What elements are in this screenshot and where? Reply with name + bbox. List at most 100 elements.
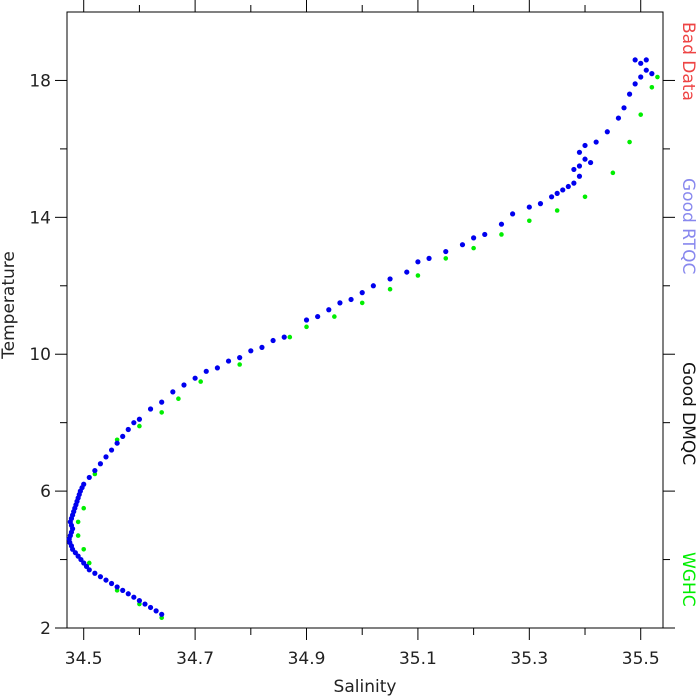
good-rtqc-point: [426, 255, 432, 261]
y-tick-label: 18: [29, 71, 51, 91]
good-rtqc-point: [571, 166, 577, 173]
wghc-point: [159, 410, 164, 415]
wghc-point: [499, 232, 504, 237]
good-rtqc-point: [626, 91, 633, 97]
good-rtqc-point: [582, 142, 588, 149]
wghc-point: [176, 396, 181, 402]
good-rtqc-point: [359, 290, 365, 296]
wghc-point: [443, 256, 449, 261]
good-rtqc-point: [582, 156, 588, 162]
good-rtqc-point: [576, 173, 583, 179]
data-points: [66, 57, 660, 621]
good-rtqc-point: [131, 594, 137, 600]
good-rtqc-point: [638, 74, 644, 80]
good-rtqc-point: [315, 313, 321, 320]
y-tick-label: 2: [40, 619, 51, 639]
good-rtqc-point: [537, 201, 544, 207]
good-rtqc-point: [554, 190, 560, 196]
good-rtqc-point: [370, 283, 376, 289]
good-rtqc-point: [415, 259, 421, 265]
wghc-point: [287, 334, 293, 340]
legend: Bad Data Good RTQC Good DMQC WGHC: [678, 22, 698, 607]
good-rtqc-point: [114, 584, 120, 590]
wghc-point: [554, 208, 560, 213]
good-rtqc-point: [114, 440, 120, 446]
y-tick-label: 14: [29, 208, 51, 228]
good-rtqc-point: [326, 307, 332, 313]
good-rtqc-point: [576, 163, 583, 169]
good-rtqc-point: [471, 235, 477, 241]
x-tick-label: 34.9: [288, 649, 326, 669]
wghc-point: [86, 560, 92, 566]
good-rtqc-point: [248, 348, 254, 354]
x-tick-label: 34.5: [65, 649, 103, 669]
wghc-point: [137, 423, 142, 429]
wghc-point: [415, 273, 421, 278]
wghc-point: [527, 218, 532, 224]
good-rtqc-point: [632, 81, 638, 87]
good-rtqc-point: [621, 105, 627, 111]
good-rtqc-point: [482, 231, 488, 238]
wghc-point: [75, 533, 81, 538]
wghc-point: [75, 519, 81, 525]
good-rtqc-point: [587, 159, 594, 166]
good-rtqc-point: [214, 365, 220, 371]
wghc-point: [237, 362, 242, 367]
good-rtqc-point: [259, 344, 265, 350]
good-rtqc-point: [92, 467, 98, 474]
good-rtqc-point: [97, 574, 104, 580]
good-rtqc-point: [348, 296, 354, 303]
wghc-point: [332, 314, 337, 319]
good-rtqc-point: [136, 598, 143, 604]
good-rtqc-point: [638, 60, 644, 66]
x-tick-label: 35.5: [622, 649, 660, 669]
good-rtqc-point: [86, 474, 92, 481]
good-rtqc-point: [303, 317, 310, 323]
good-rtqc-point: [103, 577, 109, 583]
plot-frame: [66, 11, 664, 629]
good-rtqc-point: [203, 368, 209, 374]
good-rtqc-point: [159, 611, 165, 617]
good-rtqc-point: [153, 608, 159, 614]
good-rtqc-point: [92, 570, 98, 576]
legend-good-dmqc: Good DMQC: [678, 362, 698, 465]
x-tick-label: 34.7: [176, 649, 214, 669]
good-rtqc-point: [337, 300, 343, 306]
good-rtqc-point: [404, 269, 410, 275]
wghc-point: [81, 505, 87, 511]
wghc-point: [81, 546, 87, 552]
wghc-point: [471, 245, 476, 251]
good-rtqc-point: [510, 211, 516, 217]
good-rtqc-point: [120, 587, 126, 593]
good-rtqc-point: [443, 248, 449, 255]
good-rtqc-point: [459, 242, 466, 248]
wghc-point: [198, 379, 203, 384]
good-rtqc-point: [136, 416, 143, 422]
good-rtqc-point: [237, 355, 243, 361]
good-rtqc-point: [125, 591, 131, 597]
good-rtqc-point: [97, 461, 104, 467]
wghc-point: [610, 170, 616, 176]
wghc-point: [582, 194, 588, 200]
good-rtqc-point: [632, 57, 638, 63]
good-rtqc-point: [170, 389, 176, 395]
good-rtqc-point: [649, 71, 655, 77]
good-rtqc-point: [604, 129, 610, 135]
x-axis-title: Salinity: [334, 677, 397, 697]
y-tick-label: 10: [29, 345, 51, 365]
good-rtqc-point: [593, 139, 599, 145]
good-rtqc-point: [103, 454, 109, 460]
legend-wghc: WGHC: [678, 552, 698, 607]
good-rtqc-point: [560, 187, 566, 193]
good-rtqc-point: [120, 433, 126, 439]
good-rtqc-point: [159, 399, 165, 405]
x-tick-label: 35.3: [510, 649, 548, 669]
axis-ticks: [55, 0, 675, 640]
good-rtqc-point: [526, 204, 532, 210]
good-rtqc-point: [643, 67, 649, 73]
wghc-point: [359, 300, 365, 306]
good-rtqc-point: [225, 358, 232, 364]
y-axis-title: Temperature: [0, 251, 19, 360]
good-rtqc-point: [615, 115, 622, 121]
